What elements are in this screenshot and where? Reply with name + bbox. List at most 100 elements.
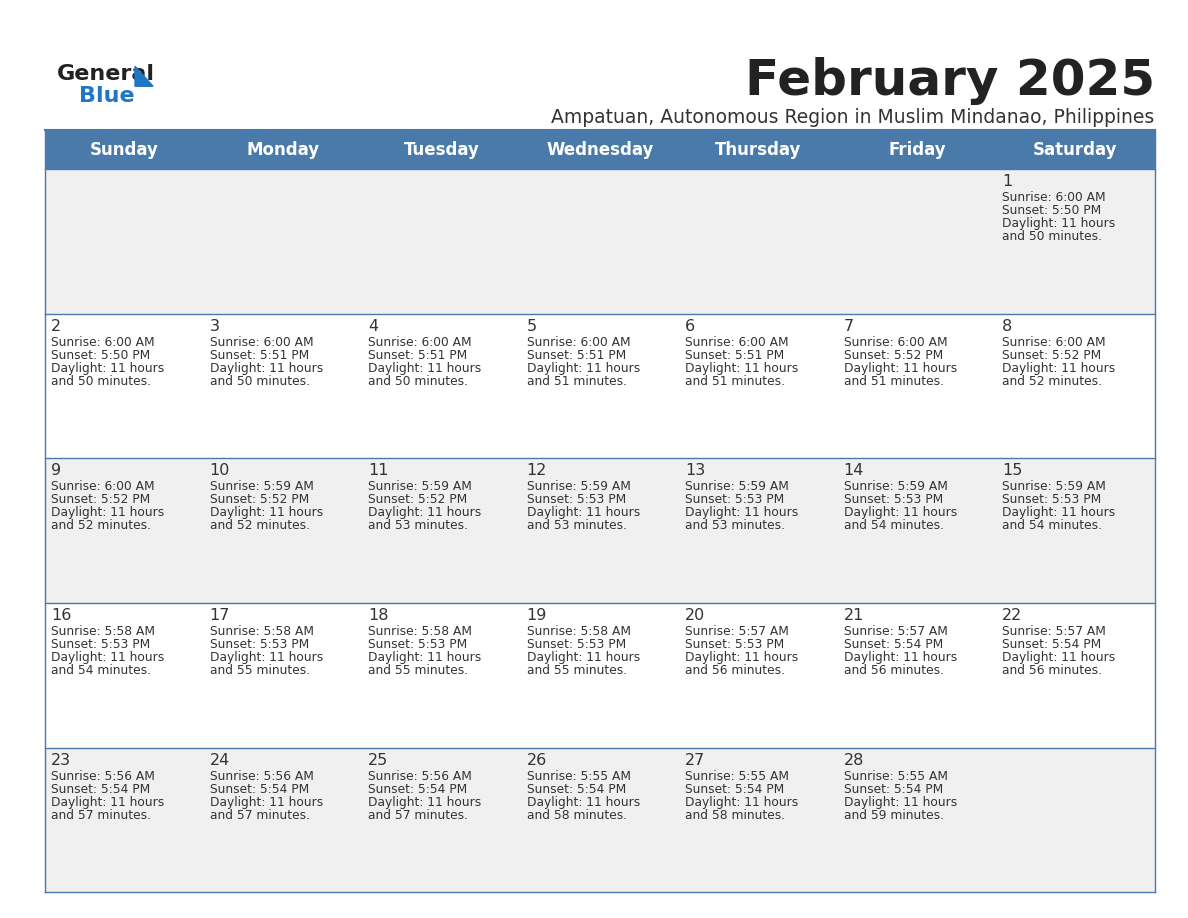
Text: Daylight: 11 hours: Daylight: 11 hours: [1003, 651, 1116, 664]
Text: and 50 minutes.: and 50 minutes.: [368, 375, 468, 387]
Bar: [362, 603, 520, 747]
Text: Sunset: 5:54 PM: Sunset: 5:54 PM: [209, 783, 309, 796]
Text: and 55 minutes.: and 55 minutes.: [526, 664, 627, 677]
Text: Daylight: 11 hours: Daylight: 11 hours: [368, 796, 481, 809]
Text: Sunday: Sunday: [90, 140, 159, 159]
Text: Sunset: 5:51 PM: Sunset: 5:51 PM: [526, 349, 626, 362]
Text: 17: 17: [209, 608, 230, 623]
Bar: [45, 458, 203, 603]
Text: Daylight: 11 hours: Daylight: 11 hours: [209, 506, 323, 520]
Text: and 51 minutes.: and 51 minutes.: [843, 375, 943, 387]
Bar: [520, 747, 680, 892]
Text: 21: 21: [843, 608, 864, 623]
Text: Sunrise: 5:59 AM: Sunrise: 5:59 AM: [1003, 480, 1106, 493]
Text: Daylight: 11 hours: Daylight: 11 hours: [51, 362, 164, 375]
Text: and 51 minutes.: and 51 minutes.: [526, 375, 627, 387]
Bar: [520, 314, 680, 458]
Text: Sunrise: 6:00 AM: Sunrise: 6:00 AM: [368, 336, 472, 349]
Text: Sunrise: 6:00 AM: Sunrise: 6:00 AM: [209, 336, 314, 349]
Bar: [680, 314, 838, 458]
Bar: [997, 603, 1155, 747]
Text: and 53 minutes.: and 53 minutes.: [526, 520, 627, 532]
Text: and 57 minutes.: and 57 minutes.: [51, 809, 151, 822]
Text: Sunset: 5:50 PM: Sunset: 5:50 PM: [1003, 204, 1101, 217]
Text: Sunrise: 5:58 AM: Sunrise: 5:58 AM: [368, 625, 472, 638]
Text: Sunset: 5:52 PM: Sunset: 5:52 PM: [51, 493, 151, 506]
Text: Sunrise: 5:56 AM: Sunrise: 5:56 AM: [51, 769, 154, 783]
Bar: [203, 747, 362, 892]
Bar: [45, 747, 203, 892]
Text: and 59 minutes.: and 59 minutes.: [843, 809, 943, 822]
Text: 26: 26: [526, 753, 546, 767]
Text: Daylight: 11 hours: Daylight: 11 hours: [368, 362, 481, 375]
Text: Daylight: 11 hours: Daylight: 11 hours: [51, 796, 164, 809]
Text: Sunrise: 5:59 AM: Sunrise: 5:59 AM: [843, 480, 948, 493]
Text: Sunset: 5:53 PM: Sunset: 5:53 PM: [1003, 493, 1101, 506]
Bar: [45, 130, 1155, 169]
Text: Sunset: 5:51 PM: Sunset: 5:51 PM: [685, 349, 784, 362]
Text: Daylight: 11 hours: Daylight: 11 hours: [209, 362, 323, 375]
Text: Sunset: 5:53 PM: Sunset: 5:53 PM: [368, 638, 467, 651]
Text: 15: 15: [1003, 464, 1023, 478]
Text: and 52 minutes.: and 52 minutes.: [209, 520, 310, 532]
Text: Sunset: 5:50 PM: Sunset: 5:50 PM: [51, 349, 151, 362]
Text: Sunrise: 5:59 AM: Sunrise: 5:59 AM: [368, 480, 472, 493]
Text: Daylight: 11 hours: Daylight: 11 hours: [1003, 217, 1116, 230]
Bar: [838, 458, 997, 603]
Bar: [203, 458, 362, 603]
Text: and 58 minutes.: and 58 minutes.: [685, 809, 785, 822]
Text: and 58 minutes.: and 58 minutes.: [526, 809, 627, 822]
Text: Sunrise: 5:55 AM: Sunrise: 5:55 AM: [843, 769, 948, 783]
Text: Sunset: 5:53 PM: Sunset: 5:53 PM: [843, 493, 943, 506]
Text: 27: 27: [685, 753, 706, 767]
Text: 9: 9: [51, 464, 62, 478]
Bar: [45, 314, 203, 458]
Text: Sunrise: 5:58 AM: Sunrise: 5:58 AM: [526, 625, 631, 638]
Text: Sunset: 5:52 PM: Sunset: 5:52 PM: [368, 493, 467, 506]
Text: and 52 minutes.: and 52 minutes.: [1003, 375, 1102, 387]
Text: and 53 minutes.: and 53 minutes.: [368, 520, 468, 532]
Text: Sunrise: 5:58 AM: Sunrise: 5:58 AM: [209, 625, 314, 638]
Text: 20: 20: [685, 608, 706, 623]
Text: Sunrise: 6:00 AM: Sunrise: 6:00 AM: [685, 336, 789, 349]
Text: Sunrise: 5:55 AM: Sunrise: 5:55 AM: [526, 769, 631, 783]
Text: Sunrise: 5:57 AM: Sunrise: 5:57 AM: [685, 625, 789, 638]
Text: 6: 6: [685, 319, 695, 333]
Text: Thursday: Thursday: [715, 140, 802, 159]
Text: Daylight: 11 hours: Daylight: 11 hours: [1003, 506, 1116, 520]
Bar: [838, 603, 997, 747]
Text: Daylight: 11 hours: Daylight: 11 hours: [368, 506, 481, 520]
Text: Sunset: 5:52 PM: Sunset: 5:52 PM: [843, 349, 943, 362]
Polygon shape: [135, 66, 153, 86]
Text: 1: 1: [1003, 174, 1012, 189]
Bar: [203, 169, 362, 314]
Text: Sunrise: 5:56 AM: Sunrise: 5:56 AM: [209, 769, 314, 783]
Text: Ampatuan, Autonomous Region in Muslim Mindanao, Philippines: Ampatuan, Autonomous Region in Muslim Mi…: [551, 108, 1155, 128]
Text: Sunrise: 5:56 AM: Sunrise: 5:56 AM: [368, 769, 472, 783]
Text: Sunset: 5:54 PM: Sunset: 5:54 PM: [843, 638, 943, 651]
Bar: [362, 747, 520, 892]
Text: Sunset: 5:51 PM: Sunset: 5:51 PM: [368, 349, 467, 362]
Text: 7: 7: [843, 319, 854, 333]
Text: Friday: Friday: [889, 140, 946, 159]
Text: and 54 minutes.: and 54 minutes.: [1003, 520, 1102, 532]
Text: Sunrise: 5:59 AM: Sunrise: 5:59 AM: [685, 480, 789, 493]
Text: Sunrise: 5:55 AM: Sunrise: 5:55 AM: [685, 769, 789, 783]
Text: and 50 minutes.: and 50 minutes.: [209, 375, 310, 387]
Text: and 54 minutes.: and 54 minutes.: [843, 520, 943, 532]
Text: Sunrise: 5:58 AM: Sunrise: 5:58 AM: [51, 625, 156, 638]
Text: and 57 minutes.: and 57 minutes.: [368, 809, 468, 822]
Text: Daylight: 11 hours: Daylight: 11 hours: [526, 506, 640, 520]
Text: Daylight: 11 hours: Daylight: 11 hours: [843, 506, 958, 520]
Text: Sunset: 5:54 PM: Sunset: 5:54 PM: [526, 783, 626, 796]
Text: Sunset: 5:53 PM: Sunset: 5:53 PM: [526, 638, 626, 651]
Bar: [520, 458, 680, 603]
Text: 23: 23: [51, 753, 71, 767]
Text: Daylight: 11 hours: Daylight: 11 hours: [526, 362, 640, 375]
Text: and 50 minutes.: and 50 minutes.: [1003, 230, 1102, 243]
Text: and 57 minutes.: and 57 minutes.: [209, 809, 310, 822]
Text: Daylight: 11 hours: Daylight: 11 hours: [685, 362, 798, 375]
Text: Daylight: 11 hours: Daylight: 11 hours: [685, 651, 798, 664]
Text: 13: 13: [685, 464, 706, 478]
Text: and 50 minutes.: and 50 minutes.: [51, 375, 151, 387]
